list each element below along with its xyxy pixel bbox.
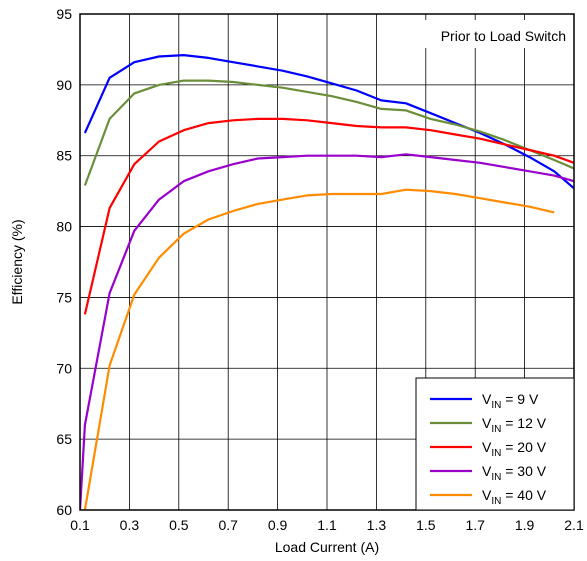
series-layer xyxy=(80,53,574,510)
series-line-2 xyxy=(83,79,574,186)
legend-entry: VIN = 20 V xyxy=(482,439,547,459)
annotation-text: Prior to Load Switch xyxy=(441,28,566,44)
x-tick-label: 0.9 xyxy=(268,517,288,533)
y-tick-label: 65 xyxy=(56,431,72,447)
series-line-3 xyxy=(83,117,574,315)
y-axis-label: Efficiency (%) xyxy=(9,219,25,304)
y-tick-label: 70 xyxy=(56,360,72,376)
legend-entry: VIN = 9 V xyxy=(482,391,539,411)
y-tick-label: 60 xyxy=(56,502,72,518)
x-tick-label: 0.3 xyxy=(120,517,140,533)
series-line-5 xyxy=(83,188,555,510)
y-tick-label: 85 xyxy=(56,148,72,164)
legend-entry: VIN = 30 V xyxy=(482,463,547,483)
x-tick-label: 0.1 xyxy=(70,517,90,533)
y-tick-label: 95 xyxy=(56,6,72,22)
x-tick-label: 1.3 xyxy=(367,517,387,533)
x-tick-label: 1.5 xyxy=(416,517,436,533)
plot-frame xyxy=(79,13,575,511)
x-axis-label: Load Current (A) xyxy=(275,539,379,555)
x-tick-label: 1.9 xyxy=(515,517,535,533)
y-tick-label: 80 xyxy=(56,219,72,235)
tick-labels: 0.1 0.3 0.5 0.7 0.9 1.1 1.3 1.5 1.7 1.9 2.1 60 65 70 7… xyxy=(56,6,584,533)
x-tick-label: 0.5 xyxy=(169,517,189,533)
legend: VIN = 9 V VIN = 12 V VIN = 20 V VIN = 30 V V… xyxy=(415,377,575,511)
y-tick-label: 75 xyxy=(56,289,72,305)
x-tick-label: 2.1 xyxy=(564,517,584,533)
y-tick-label: 90 xyxy=(56,77,72,93)
series-line-1 xyxy=(83,53,574,190)
x-tick-label: 1.7 xyxy=(465,517,485,533)
annotation-box: Prior to Load Switch xyxy=(396,20,570,48)
legend-entry: VIN = 12 V xyxy=(482,415,547,435)
legend-box xyxy=(415,377,575,511)
x-tick-label: 1.1 xyxy=(317,517,337,533)
series-line-4 xyxy=(80,153,574,510)
x-tick-label: 0.7 xyxy=(218,517,238,533)
legend-entry: VIN = 40 V xyxy=(482,487,547,507)
annotation-background xyxy=(396,20,570,48)
